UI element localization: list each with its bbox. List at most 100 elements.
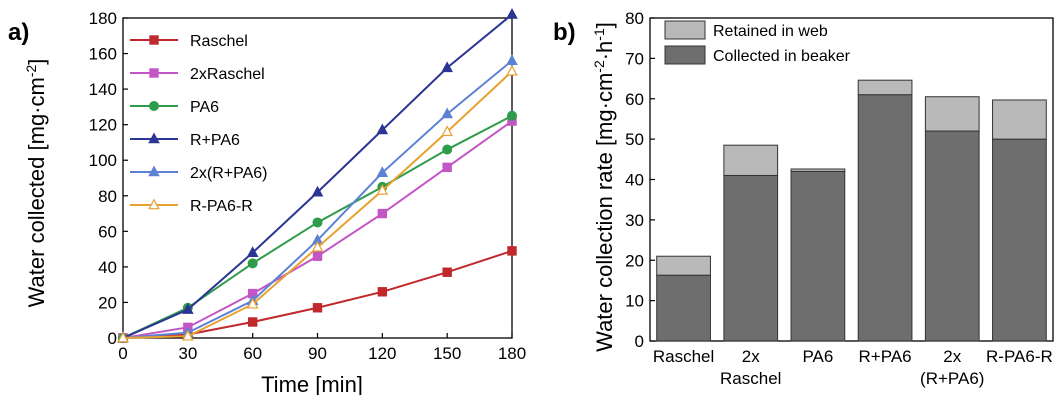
data-point-2x(R+PA6) <box>441 107 453 119</box>
panel-b-y-tick-label: 80 <box>625 9 644 28</box>
bar-collected-in-beaker <box>790 170 846 342</box>
panel-b-label: b) <box>553 19 576 46</box>
panel-a-y-tick-label: 120 <box>89 116 117 135</box>
legend-label-R-PA6-R: R-PA6-R <box>190 198 253 215</box>
legend-label-Raschel: Raschel <box>190 33 248 50</box>
data-point-PA6 <box>312 217 323 228</box>
panel-a-x-tick-label: 60 <box>243 344 262 363</box>
panel-a-y-axis-title: Water collected [mg·cm-2] <box>23 59 49 308</box>
bar-retained-in-web <box>992 99 1047 140</box>
panel-a-y-tick-label: 40 <box>98 258 117 277</box>
panel-b-y-tick-label: 30 <box>625 211 644 230</box>
panel-b-y-axis-title: Water collection rate [mg·cm-2·h-1] <box>591 22 617 352</box>
panel-a-x-tick-label: 180 <box>498 344 526 363</box>
bar-collected-in-beaker <box>656 274 711 342</box>
legend-marker-2xRaschel <box>149 68 159 78</box>
panel-b-y-axis-title-exp2: -1 <box>591 28 607 41</box>
panel-a-x-tick-label: 120 <box>368 344 396 363</box>
panel-a-y-tick-label: 80 <box>98 187 117 206</box>
data-point-2x(R+PA6) <box>506 54 518 65</box>
legend-marker-R+PA6 <box>148 132 160 144</box>
data-point-R-PA6-R <box>117 331 129 343</box>
legend-label-2x(R+PA6): 2x(R+PA6) <box>190 165 268 182</box>
panel-a-y-axis-title-exponent: -2 <box>23 65 39 78</box>
bar-collected-in-beaker <box>992 138 1047 342</box>
panel-b-category-label: R-PA6-R <box>986 347 1053 366</box>
bar-retained-in-web <box>857 79 913 96</box>
panel-a-x-tick-label: 90 <box>308 344 327 363</box>
data-point-Raschel <box>247 317 258 327</box>
data-point-Raschel <box>377 287 388 297</box>
panel-b-category-label: Raschel <box>720 369 781 388</box>
panel-b-y-tick-label: 0 <box>635 332 644 351</box>
panel-b-y-axis-title-main: Water collection rate [mg·cm <box>592 73 617 352</box>
panel-b-category-label: (R+PA6) <box>920 369 984 388</box>
panel-b-category-label: 2x <box>742 347 760 366</box>
bar-collected-in-beaker <box>857 94 913 342</box>
panel-a-y-tick-label: 60 <box>98 222 117 241</box>
legend-swatch-Retained in web <box>664 20 706 40</box>
panel-a-line-chart: a) 0 30 60 90 120 150 180 0 20 40 60 80 100 120 140 160… <box>8 7 526 395</box>
bar-collected-in-beaker <box>924 130 980 342</box>
series-line-Raschel <box>122 249 513 339</box>
data-point-Raschel <box>507 246 517 256</box>
panel-b-y-axis-title-close: ] <box>592 22 617 28</box>
panel-a-y-tick-label: 140 <box>89 80 117 99</box>
data-point-2x(R+PA6) <box>376 166 389 177</box>
panel-a-label: a) <box>8 19 29 46</box>
panel-b-category-label: PA6 <box>802 347 833 366</box>
legend-label-Retained in web: Retained in web <box>713 23 828 40</box>
panel-a-x-tick-label: 30 <box>178 344 197 363</box>
panel-a-y-tick-label: 100 <box>89 151 117 170</box>
series-line-R+PA6 <box>122 13 513 339</box>
data-point-R+PA6 <box>182 303 194 314</box>
bar-collected-in-beaker <box>723 174 779 342</box>
panel-a-y-axis-title-close: ] <box>24 59 49 65</box>
panel-b-y-tick-label: 40 <box>625 171 644 190</box>
panel-b-y-tick-label: 60 <box>625 90 644 109</box>
data-point-R-PA6-R <box>311 240 324 252</box>
panel-b-y-axis-title-exp1: -2 <box>591 60 607 73</box>
data-point-R-PA6-R <box>376 183 389 195</box>
panel-a-y-tick-label: 0 <box>108 329 117 348</box>
panel-a-y-tick-label: 180 <box>89 9 117 28</box>
legend-label-R+PA6: R+PA6 <box>190 132 240 149</box>
bar-retained-in-web <box>656 255 711 276</box>
data-point-R+PA6 <box>246 246 259 257</box>
panel-b-category-label: Raschel <box>653 347 714 366</box>
panel-a-x-axis-title: Time [min] <box>261 372 363 395</box>
data-point-PA6 <box>507 110 517 121</box>
panel-a-y-tick-label: 20 <box>98 293 117 312</box>
data-point-R-PA6-R <box>182 329 194 341</box>
data-point-2xRaschel <box>312 251 323 261</box>
bar-retained-in-web <box>723 144 779 176</box>
data-point-2xRaschel <box>442 162 452 173</box>
legend-swatch-Collected in beaker <box>664 45 706 65</box>
data-point-R+PA6 <box>506 7 518 19</box>
bar-retained-in-web <box>790 168 846 172</box>
legend-marker-R-PA6-R <box>148 198 160 210</box>
data-point-2xRaschel <box>377 208 388 219</box>
panel-b-bar-chart: b) 0 10 20 30 40 50 60 70 80 Raschel 2x Raschel PA6 R… <box>553 9 1054 388</box>
legend-label-2xRaschel: 2xRaschel <box>190 66 265 83</box>
data-point-PA6 <box>442 144 453 155</box>
legend-label-Collected in beaker: Collected in beaker <box>713 48 851 65</box>
series-line-R-PA6-R <box>122 70 513 339</box>
series-line-2x(R+PA6) <box>122 59 513 339</box>
legend-marker-2x(R+PA6) <box>148 165 160 177</box>
data-point-PA6 <box>247 258 258 269</box>
panel-b-category-label: 2x <box>943 347 961 366</box>
data-point-R+PA6 <box>311 185 324 197</box>
panel-b-y-tick-label: 20 <box>625 251 644 270</box>
panel-a-x-tick-label: 150 <box>433 344 461 363</box>
panel-a-x-tick-label: 0 <box>118 344 127 363</box>
bar-retained-in-web <box>924 96 980 132</box>
legend-marker-PA6 <box>149 101 159 111</box>
panel-b-y-tick-label: 50 <box>625 130 644 149</box>
panel-a-y-tick-label: 160 <box>89 45 117 64</box>
data-point-Raschel <box>442 267 452 277</box>
panel-a-plot-frame <box>122 17 513 339</box>
panel-a-y-axis-title-main: Water collected [mg·cm <box>24 77 49 307</box>
data-point-Raschel <box>312 303 323 313</box>
